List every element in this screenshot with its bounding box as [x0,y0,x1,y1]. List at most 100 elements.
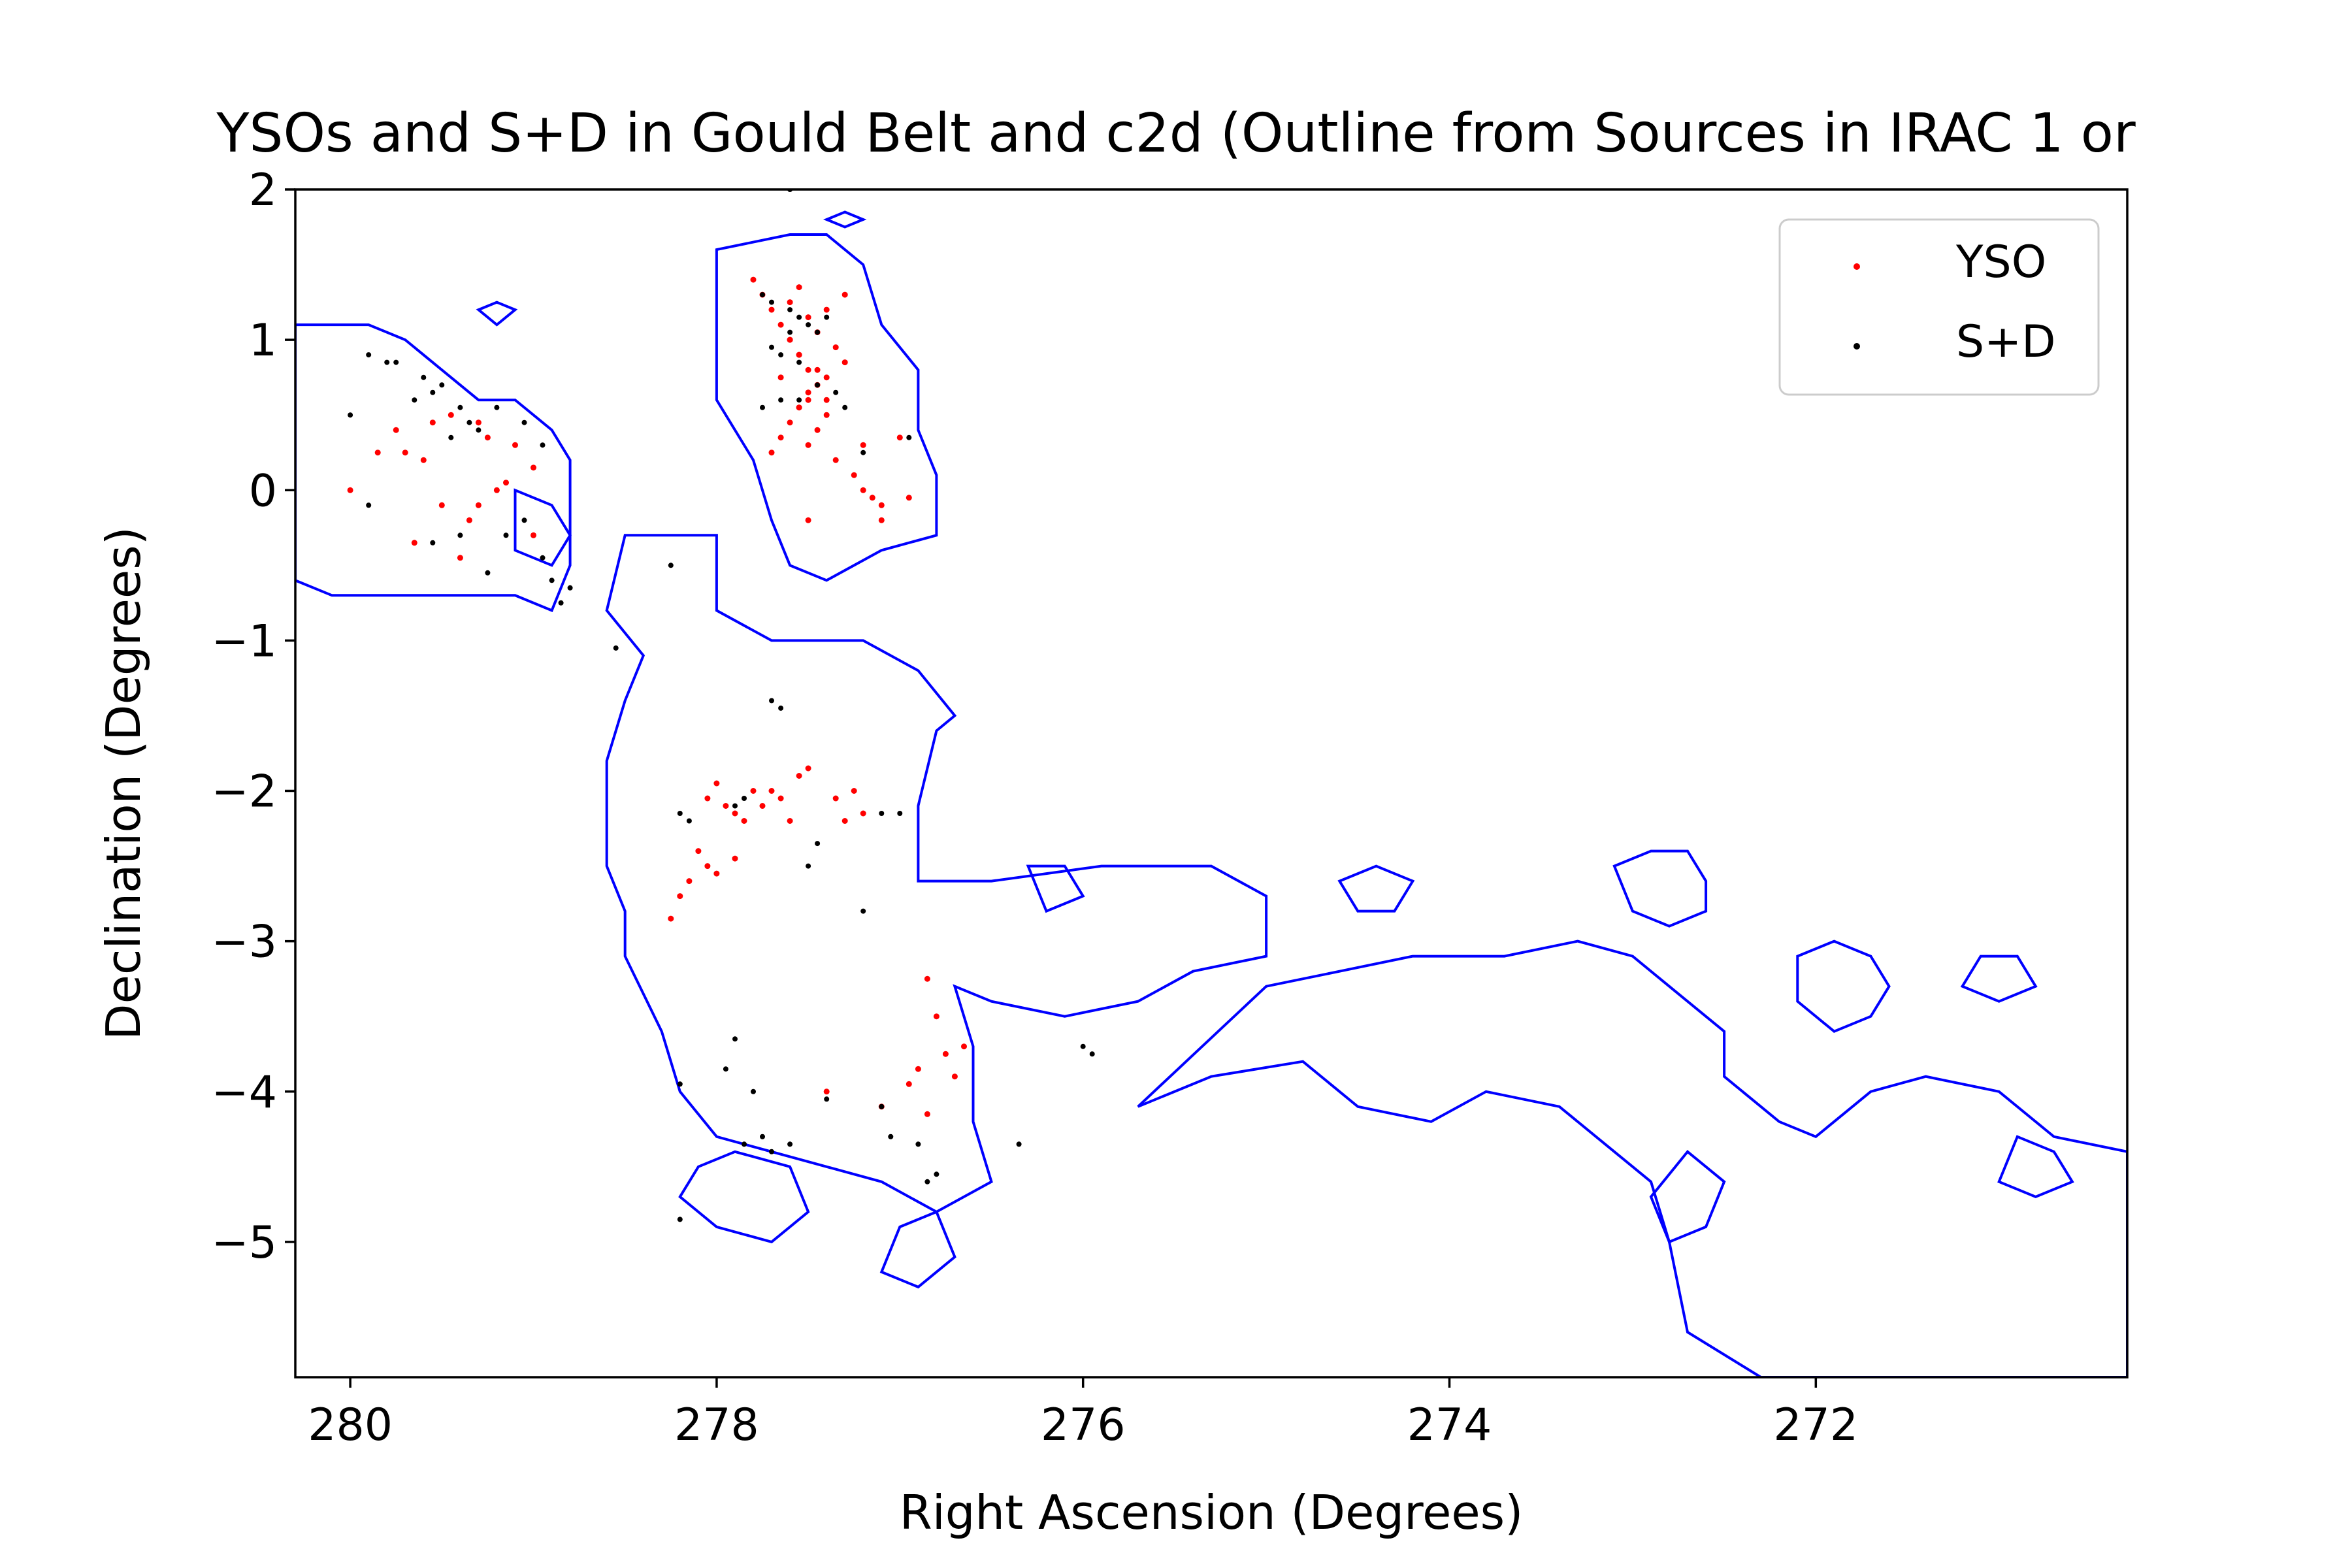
y-axis-label: Declination (Degrees) [96,527,151,1040]
point-yso [860,487,866,493]
y-tick-label: 2 [249,165,277,216]
outline-contours [295,210,2127,1377]
outline-contour-11 [1649,1149,1726,1244]
point-yso [961,1043,967,1050]
point-s-d [815,841,821,847]
point-yso [466,517,472,523]
point-yso [484,434,491,441]
point-yso [869,495,875,501]
point-yso [713,870,720,877]
x-tick-label: 278 [674,1399,759,1451]
point-s-d [430,540,436,546]
point-s-d [934,1171,939,1177]
outline-contour-7 [879,1210,956,1289]
point-s-d [769,344,774,350]
point-s-d [558,600,564,606]
point-s-d [778,705,784,711]
point-yso [668,915,674,922]
point-s-d [833,389,839,395]
point-s-d [393,359,399,365]
point-s-d [860,449,866,455]
point-yso [777,434,784,441]
point-s-d [1080,1043,1086,1049]
x-tick-label: 272 [1773,1399,1858,1451]
outline-contour-13 [1026,864,1085,913]
point-s-d [1089,1051,1095,1057]
point-yso [823,1088,830,1095]
point-s-d [366,352,372,358]
point-yso [924,1111,930,1117]
point-s-d [879,811,885,816]
point-yso [704,863,711,870]
point-s-d [723,1066,728,1072]
point-s-d [924,1179,930,1184]
outline-contour-6 [514,488,572,567]
point-yso [878,502,885,508]
point-yso [787,336,793,343]
point-yso [411,540,417,546]
point-s-d [412,397,417,403]
point-s-d [521,517,527,523]
point-yso [759,803,766,809]
x-tick-label: 276 [1041,1399,1126,1451]
point-s-d [778,397,784,403]
point-yso [951,1073,958,1080]
point-s-d [348,412,353,418]
point-s-d [888,1134,894,1139]
point-yso [787,419,793,426]
point-s-d [751,1088,756,1094]
point-yso [933,1013,939,1020]
point-yso [704,795,711,802]
point-s-d [787,1141,793,1147]
point-s-d [485,570,491,576]
point-yso [768,449,775,456]
point-yso [438,502,445,508]
y-tick-label: −1 [212,615,277,667]
point-yso [777,321,784,328]
point-s-d [860,908,866,914]
point-yso [805,397,811,403]
point-yso [796,404,802,411]
outline-contour-1 [605,534,1268,1214]
point-yso [493,487,500,493]
outline-contour-10 [1997,1135,2074,1198]
point-s-d [796,314,802,320]
point-s-d [457,404,463,410]
y-tick-label: −4 [212,1067,277,1119]
point-s-d [842,404,848,410]
point-s-d [760,404,765,410]
point-yso [475,419,482,426]
point-s-d [742,796,747,801]
point-s-d [540,442,546,448]
outline-contour-0 [295,323,572,613]
point-s-d [476,427,482,433]
point-s-d [787,329,793,335]
y-tick-label: −2 [212,766,277,818]
point-s-d [796,397,802,403]
y-tick-label: −5 [212,1217,277,1269]
point-s-d [457,532,463,538]
legend-label-sd: S+D [1956,316,2056,368]
point-s-d [824,1096,830,1102]
point-yso [448,412,454,418]
point-s-d [1016,1141,1022,1147]
point-yso [814,367,821,373]
point-yso [878,517,885,523]
point-yso [796,773,802,779]
point-s-d [448,434,454,440]
point-yso [823,397,830,403]
point-yso [805,389,811,396]
legend: YSO S+D [1778,218,2100,396]
point-s-d [815,329,821,335]
point-s-d [824,314,830,320]
point-s-d [769,698,774,704]
point-s-d [677,811,683,816]
point-s-d [677,1081,683,1087]
outline-contour-5 [1796,939,1891,1034]
point-yso [823,306,830,313]
point-yso [832,795,839,802]
outline-contour-14 [476,301,518,327]
point-yso [832,344,839,351]
point-s-d [787,307,793,313]
point-s-d [760,1134,765,1139]
